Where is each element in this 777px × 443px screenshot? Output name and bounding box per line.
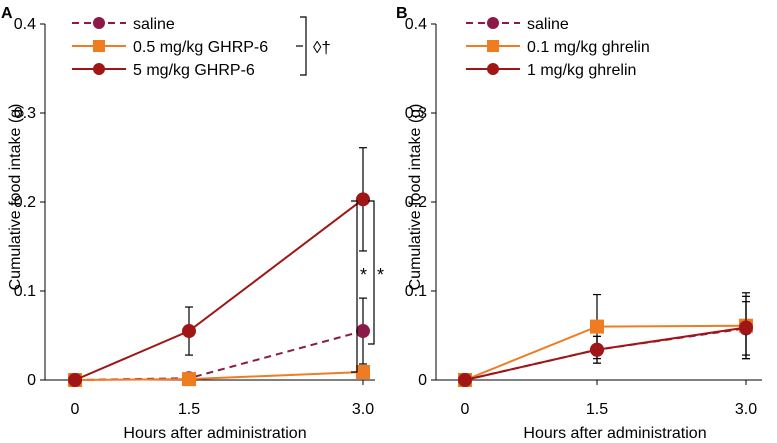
- panel-a-stat-bracket-inner: [351, 200, 358, 373]
- panel-b-y-tick-label: 0.3: [405, 105, 427, 122]
- panel-a-legend-significance: ◊†: [313, 38, 331, 57]
- panel-b-data-point: [590, 319, 604, 334]
- panel-b-legend-label: saline: [527, 16, 569, 33]
- panel-a-y-axis-label: Cumulative food intake (g): [7, 104, 24, 291]
- panel-b-x-axis-label: Hours after administration: [523, 425, 706, 442]
- panel-b-y-axis-label: Cumulative food intake (g): [407, 104, 424, 291]
- panel-a-legend-marker: [93, 40, 105, 52]
- panel-b-legend-label: 1 mg/kg ghrelin: [527, 62, 636, 79]
- panel-b-data-point: [458, 373, 472, 387]
- panel-a-stat-star-outer: *: [377, 265, 384, 285]
- panel-a-label: A: [1, 5, 13, 22]
- panel-b-legend-marker: [487, 63, 499, 75]
- panel-b: B Cumulative food intake (g) Hours after…: [396, 5, 762, 442]
- panel-a-stat-star-inner: *: [360, 265, 367, 285]
- panel-b-x-tick-label: 3.0: [735, 401, 757, 418]
- panel-a-data-point: [356, 192, 370, 207]
- panel-b-series-line-1: [464, 327, 747, 381]
- panel-b-legend-marker: [487, 40, 499, 52]
- panel-a-series-line-3: [74, 198, 364, 381]
- panel-a-x-axis-label: Hours after administration: [123, 425, 306, 442]
- panel-a-series-line-1: [74, 330, 364, 381]
- panel-a-data-point: [356, 324, 370, 339]
- panel-a-y-tick-label: 0.2: [14, 194, 36, 211]
- panel-b-x-tick-label: 1.5: [586, 401, 608, 418]
- panel-a-y-tick-label: 0.4: [14, 16, 36, 33]
- panel-a-x-tick-label: 0: [71, 401, 80, 418]
- panel-a-legend-label: 5 mg/kg GHRP-6: [133, 62, 255, 79]
- panel-a: A Cumulative food intake (g) Hours after…: [1, 5, 384, 442]
- panel-a-data-point: [182, 324, 196, 339]
- panel-a-legend-marker: [93, 17, 105, 29]
- panel-b-y-tick-label: 0: [418, 372, 427, 389]
- panel-a-y-tick-label: 0: [27, 372, 36, 389]
- panel-b-x-tick-label: 0: [461, 401, 470, 418]
- panel-b-legend-label: 0.1 mg/kg ghrelin: [527, 39, 650, 56]
- panel-a-legend-marker: [93, 63, 105, 75]
- panel-a-y-tick-label: 0.1: [14, 283, 36, 300]
- panel-a-data-point: [68, 373, 82, 387]
- panel-a-y-tick-label: 0.3: [14, 105, 36, 122]
- panel-a-legend-bracket: [300, 16, 307, 76]
- panel-a-series-line-2: [74, 370, 364, 381]
- panel-b-legend-marker: [487, 17, 499, 29]
- panel-b-y-tick-label: 0.2: [405, 194, 427, 211]
- panel-a-x-tick-label: 1.5: [178, 401, 200, 418]
- panel-b-data-point: [739, 320, 753, 335]
- panel-a-legend-label: 0.5 mg/kg GHRP-6: [133, 39, 268, 56]
- panel-b-data-point: [590, 342, 604, 357]
- panel-b-y-tick-label: 0.4: [405, 16, 427, 33]
- panel-a-stat-bracket-outer: [368, 200, 375, 345]
- panel-b-y-tick-label: 0.1: [405, 283, 427, 300]
- panel-a-data-point: [182, 372, 196, 387]
- panel-a-legend-label: saline: [133, 16, 175, 33]
- panel-b-label: B: [396, 5, 408, 22]
- panel-a-data-point: [356, 364, 370, 379]
- panel-a-x-tick-label: 3.0: [352, 401, 374, 418]
